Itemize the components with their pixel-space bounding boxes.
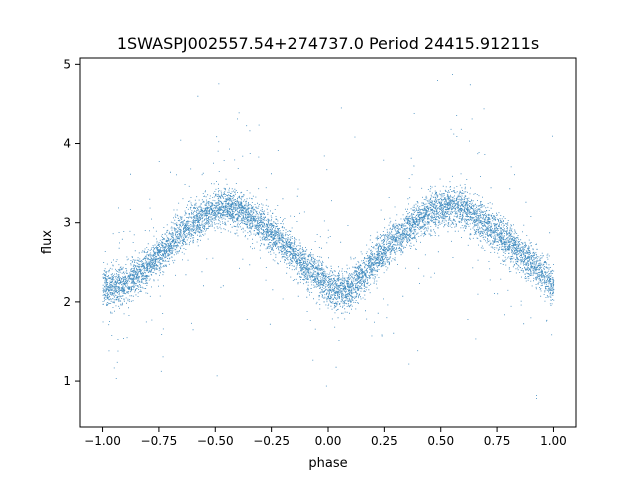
y-tick-label: 3 (63, 216, 71, 230)
x-tick-label: 0.50 (427, 434, 454, 448)
y-tick-label: 1 (63, 374, 71, 388)
y-tick-label: 4 (63, 137, 71, 151)
y-axis-label: flux (40, 230, 55, 254)
x-tick-label: −0.25 (253, 434, 290, 448)
y-axis: 1 2 3 4 5 (63, 57, 80, 388)
x-tick-label: −0.50 (197, 434, 234, 448)
x-tick-label: 0.25 (371, 434, 398, 448)
x-tick-label: 0.00 (315, 434, 342, 448)
x-tick-label: 0.75 (484, 434, 511, 448)
x-axis: −1.00 −0.75 −0.50 −0.25 0.00 0.25 0.50 0.75 1.00 (84, 427, 567, 448)
y-tick-label: 2 (63, 295, 71, 309)
chart-title: 1SWASPJ002557.54+274737.0 Period 24415.9… (117, 34, 539, 53)
y-tick-label: 5 (63, 57, 71, 71)
x-tick-label: 1.00 (540, 434, 567, 448)
x-tick-label: −0.75 (141, 434, 178, 448)
x-axis-label: phase (308, 456, 347, 471)
x-tick-label: −1.00 (84, 434, 121, 448)
